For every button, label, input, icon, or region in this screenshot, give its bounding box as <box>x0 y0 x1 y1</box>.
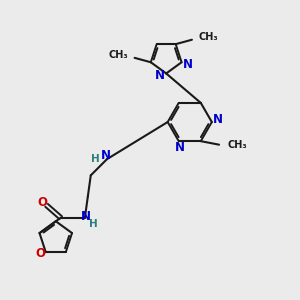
Text: H: H <box>91 154 100 164</box>
Text: CH₃: CH₃ <box>227 140 247 150</box>
Text: CH₃: CH₃ <box>109 50 128 61</box>
Text: N: N <box>80 210 91 224</box>
Text: CH₃: CH₃ <box>198 32 218 42</box>
Text: O: O <box>38 196 47 209</box>
Text: N: N <box>182 58 193 71</box>
Text: N: N <box>175 141 185 154</box>
Text: N: N <box>213 113 223 126</box>
Text: N: N <box>100 149 110 162</box>
Text: H: H <box>89 219 98 229</box>
Text: N: N <box>155 69 165 82</box>
Text: O: O <box>35 247 45 260</box>
